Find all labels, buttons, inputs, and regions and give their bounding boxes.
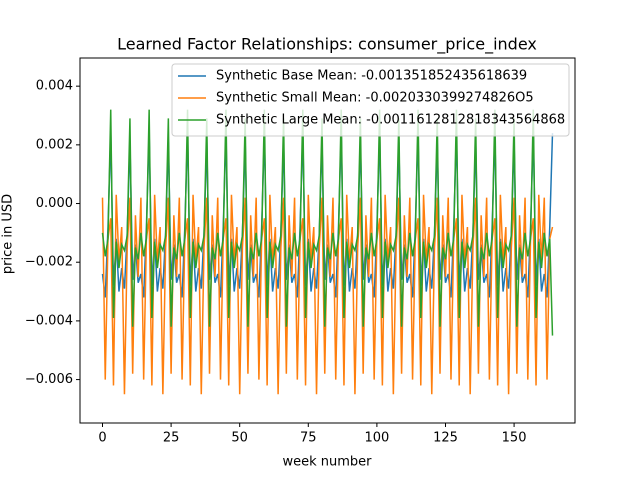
y-tick-label: −0.004 bbox=[25, 313, 73, 328]
x-tick-label: 75 bbox=[300, 431, 317, 446]
y-axis-label: price in USD bbox=[1, 194, 16, 274]
series-line bbox=[101, 109, 554, 336]
x-tick-label: 0 bbox=[98, 431, 106, 446]
legend-label: Synthetic Small Mean: -0.002033039927482… bbox=[216, 91, 534, 106]
legend-label: Synthetic Base Mean: -0.0013518524356186… bbox=[216, 69, 527, 84]
x-tick-label: 125 bbox=[433, 431, 458, 446]
legend-box bbox=[171, 63, 570, 137]
y-tick-label: −0.006 bbox=[25, 372, 73, 387]
plot-frame bbox=[79, 57, 576, 424]
y-tick-label: 0.002 bbox=[36, 137, 73, 152]
legend-label: Synthetic Large Mean: -0.001161281281834… bbox=[216, 113, 565, 128]
x-axis-label: week number bbox=[282, 455, 372, 470]
y-tick-label: −0.002 bbox=[25, 255, 73, 270]
x-tick-label: 150 bbox=[502, 431, 527, 446]
y-tick-label: 0.000 bbox=[36, 196, 73, 211]
y-tick-label: 0.004 bbox=[36, 79, 73, 94]
x-tick-label: 50 bbox=[231, 431, 248, 446]
chart-title: Learned Factor Relationships: consumer_p… bbox=[117, 35, 537, 55]
x-tick-label: 100 bbox=[364, 431, 389, 446]
x-tick-label: 25 bbox=[163, 431, 180, 446]
